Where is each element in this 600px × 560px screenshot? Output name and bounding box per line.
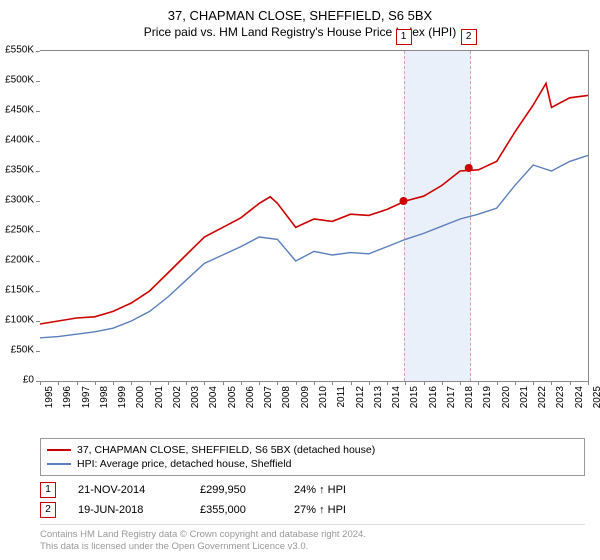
chart-container: 37, CHAPMAN CLOSE, SHEFFIELD, S6 5BX Pri…	[0, 0, 600, 560]
y-tick-label: £50K	[11, 345, 34, 356]
transaction-date: 21-NOV-2014	[78, 484, 178, 496]
y-tick-label: £200K	[5, 255, 34, 266]
series-line-hpi	[40, 155, 588, 337]
title-block: 37, CHAPMAN CLOSE, SHEFFIELD, S6 5BX Pri…	[0, 0, 600, 39]
x-tick-label: 2023	[555, 386, 566, 408]
x-tick-label: 2019	[482, 386, 493, 408]
x-tick-label: 2016	[428, 386, 439, 408]
x-tick-label: 2008	[281, 386, 292, 408]
plot-svg	[40, 51, 588, 381]
legend-swatch	[47, 449, 71, 451]
y-tick-label: £0	[23, 375, 34, 386]
transaction-badge: 1	[40, 482, 56, 498]
y-tick-label: £300K	[5, 195, 34, 206]
transaction-pct: 27% ↑ HPI	[294, 504, 404, 516]
x-tick-label: 1995	[44, 386, 55, 408]
transaction-badge: 2	[40, 502, 56, 518]
transaction-pct: 24% ↑ HPI	[294, 484, 404, 496]
x-tick-label: 2009	[300, 386, 311, 408]
x-axis: 1995 1996 1997 1998 1999 2000 2001 2002 2003 2004…	[40, 382, 588, 432]
series-line-price_paid	[40, 83, 588, 324]
x-tick-label: 2004	[208, 386, 219, 408]
transaction-price: £355,000	[200, 504, 272, 516]
title-subtitle: Price paid vs. HM Land Registry's House …	[0, 25, 600, 39]
x-tick-label: 2021	[519, 386, 530, 408]
x-tick-label: 2014	[391, 386, 402, 408]
y-tick-label: £100K	[5, 315, 34, 326]
legend-row: HPI: Average price, detached house, Shef…	[47, 457, 578, 471]
y-tick-label: £450K	[5, 105, 34, 116]
x-tick-label: 2015	[409, 386, 420, 408]
x-tick-label: 2013	[373, 386, 384, 408]
x-tick-label: 2025	[592, 386, 600, 408]
x-tick-label: 2002	[172, 386, 183, 408]
x-tick-label: 1996	[62, 386, 73, 408]
chart-area: £0£50K£100K£150K£200K£250K£300K£350K£400…	[40, 50, 588, 410]
y-tick-label: £350K	[5, 165, 34, 176]
x-tick-label: 2007	[263, 386, 274, 408]
footer-line: Contains HM Land Registry data © Crown c…	[40, 529, 585, 541]
footer-line: This data is licensed under the Open Gov…	[40, 541, 585, 553]
x-tick-label: 2024	[574, 386, 585, 408]
y-tick-label: £550K	[5, 45, 34, 56]
x-tick-label: 2001	[154, 386, 165, 408]
legend-swatch	[47, 463, 71, 465]
x-tick-label: 1998	[99, 386, 110, 408]
transaction-rows: 1 21-NOV-2014 £299,950 24% ↑ HPI 2 19-JU…	[40, 480, 585, 520]
x-tick-label: 1999	[117, 386, 128, 408]
x-tick-label: 2022	[537, 386, 548, 408]
x-tick-label: 2010	[318, 386, 329, 408]
x-tick-label: 1997	[81, 386, 92, 408]
y-tick-label: £250K	[5, 225, 34, 236]
x-tick-label: 2006	[245, 386, 256, 408]
title-address: 37, CHAPMAN CLOSE, SHEFFIELD, S6 5BX	[0, 8, 600, 23]
transaction-date: 19-JUN-2018	[78, 504, 178, 516]
y-tick-label: £500K	[5, 75, 34, 86]
transaction-row: 1 21-NOV-2014 £299,950 24% ↑ HPI	[40, 480, 585, 500]
x-tick-label: 2018	[464, 386, 475, 408]
x-tick-label: 2003	[190, 386, 201, 408]
marker-label: 2	[461, 29, 477, 45]
y-tick-label: £150K	[5, 285, 34, 296]
transaction-row: 2 19-JUN-2018 £355,000 27% ↑ HPI	[40, 500, 585, 520]
legend: 37, CHAPMAN CLOSE, SHEFFIELD, S6 5BX (de…	[40, 438, 585, 476]
x-tick-label: 2012	[355, 386, 366, 408]
marker-dot	[465, 164, 473, 172]
legend-text: HPI: Average price, detached house, Shef…	[77, 458, 291, 470]
y-axis: £0£50K£100K£150K£200K£250K£300K£350K£400…	[0, 50, 36, 380]
footer: Contains HM Land Registry data © Crown c…	[40, 524, 585, 554]
x-tick-label: 2020	[501, 386, 512, 408]
x-tick-label: 2011	[336, 386, 347, 408]
transaction-price: £299,950	[200, 484, 272, 496]
x-tick-label: 2000	[135, 386, 146, 408]
x-tick-label: 2017	[446, 386, 457, 408]
marker-label: 1	[396, 29, 412, 45]
marker-dot	[400, 197, 408, 205]
plot-area: 12	[40, 50, 589, 382]
legend-row: 37, CHAPMAN CLOSE, SHEFFIELD, S6 5BX (de…	[47, 443, 578, 457]
x-tick-label: 2005	[227, 386, 238, 408]
legend-text: 37, CHAPMAN CLOSE, SHEFFIELD, S6 5BX (de…	[77, 444, 375, 456]
y-tick-label: £400K	[5, 135, 34, 146]
